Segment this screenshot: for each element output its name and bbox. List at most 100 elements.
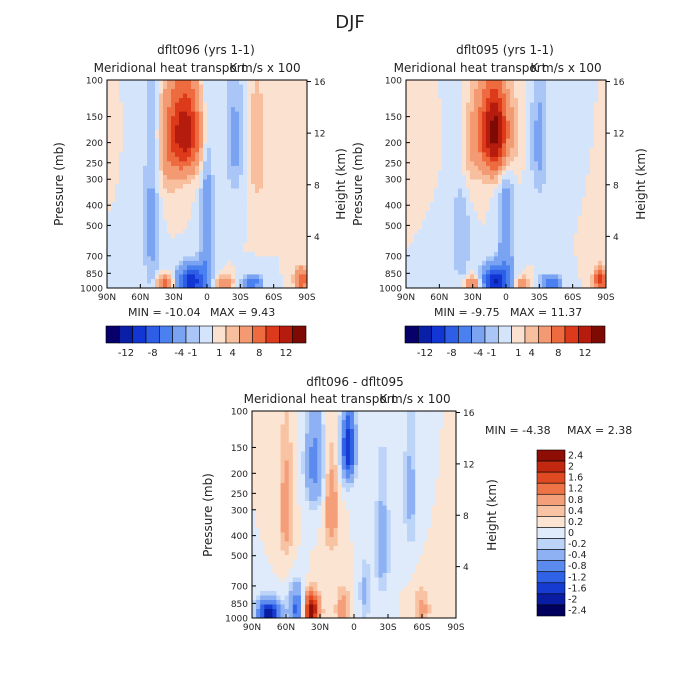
field-cell — [498, 242, 503, 248]
field-cell — [295, 256, 300, 262]
field-cell — [255, 102, 260, 108]
field-cell — [514, 265, 519, 271]
field-cell — [482, 134, 487, 140]
field-cell — [474, 129, 479, 135]
field-cell — [558, 161, 563, 167]
field-cell — [518, 256, 523, 262]
field-cell — [434, 269, 439, 275]
field-cell — [526, 80, 531, 85]
field-cell — [271, 84, 276, 90]
field-cell — [478, 256, 483, 262]
field-cell — [175, 229, 180, 235]
field-cell — [562, 138, 567, 144]
field-cell — [187, 251, 192, 257]
field-cell — [147, 274, 152, 280]
field-cell — [279, 174, 284, 180]
field-cell — [538, 161, 543, 167]
field-cell — [227, 116, 232, 122]
field-cell — [574, 274, 579, 280]
field-cell — [602, 197, 607, 203]
field-cell — [454, 156, 459, 162]
field-cell — [470, 229, 475, 235]
field-cell — [490, 165, 495, 171]
panel2-min: MIN = -9.75 — [434, 306, 500, 319]
field-cell — [119, 143, 124, 149]
field-cell — [490, 107, 495, 113]
field-cell — [498, 211, 503, 217]
field-cell — [247, 152, 252, 158]
field-cell — [438, 283, 443, 289]
field-cell — [498, 120, 503, 126]
field-cell — [446, 111, 451, 117]
field-cell — [426, 269, 431, 275]
field-cell — [203, 138, 208, 144]
field-cell — [139, 80, 144, 85]
field-cell — [279, 179, 284, 185]
field-cell — [295, 265, 300, 271]
field-cell — [518, 238, 523, 244]
field-cell — [570, 247, 575, 253]
field-cell — [418, 84, 423, 90]
field-cell — [159, 242, 164, 248]
field-cell — [494, 274, 499, 280]
field-cell — [482, 256, 487, 262]
field-cell — [279, 125, 284, 131]
field-cell — [526, 161, 531, 167]
field-cell — [522, 120, 527, 126]
field-cell — [586, 80, 591, 85]
field-cell — [562, 98, 567, 104]
field-cell — [219, 256, 224, 262]
field-cell — [111, 229, 116, 235]
field-cell — [284, 429, 290, 434]
field-cell — [223, 98, 228, 104]
field-cell — [542, 215, 547, 221]
field-cell — [171, 156, 176, 162]
field-cell — [199, 165, 204, 171]
field-cell — [574, 84, 579, 90]
field-cell — [562, 111, 567, 117]
field-cell — [279, 251, 284, 257]
field-cell — [526, 174, 531, 180]
field-cell — [135, 229, 140, 235]
field-cell — [451, 411, 457, 416]
field-cell — [191, 93, 196, 99]
field-cell — [111, 129, 116, 135]
field-cell — [594, 206, 599, 212]
field-cell — [602, 80, 607, 85]
field-cell — [183, 256, 188, 262]
field-cell — [434, 111, 439, 117]
field-cell — [163, 102, 168, 108]
field-cell — [235, 161, 240, 167]
field-cell — [119, 269, 124, 275]
field-cell — [406, 211, 411, 217]
field-cell — [438, 89, 443, 94]
field-cell — [518, 260, 523, 266]
field-cell — [223, 120, 228, 126]
field-cell — [243, 238, 248, 244]
field-cell — [406, 229, 411, 235]
field-cell — [586, 107, 591, 113]
field-cell — [215, 197, 220, 203]
field-cell — [127, 80, 132, 85]
field-cell — [354, 420, 359, 425]
field-cell — [151, 260, 156, 266]
field-cell — [566, 251, 571, 257]
field-cell — [554, 102, 559, 108]
field-cell — [267, 242, 272, 248]
field-cell — [450, 111, 455, 117]
field-cell — [259, 238, 264, 244]
field-cell — [486, 84, 491, 90]
field-cell — [378, 420, 383, 425]
field-cell — [303, 274, 308, 280]
field-cell — [518, 84, 523, 90]
colorbar-swatch — [418, 325, 432, 344]
field-cell — [546, 102, 551, 108]
field-cell — [562, 260, 567, 266]
field-cell — [450, 224, 455, 230]
field-cell — [131, 202, 136, 208]
field-cell — [562, 197, 567, 203]
field-cell — [510, 98, 515, 104]
field-cell — [195, 129, 200, 135]
field-cell — [526, 206, 531, 212]
field-cell — [370, 411, 375, 416]
